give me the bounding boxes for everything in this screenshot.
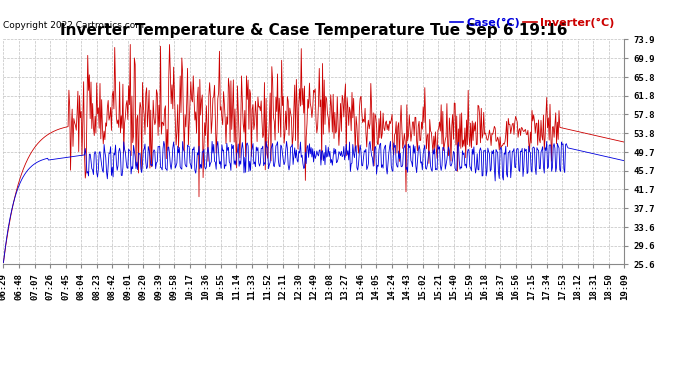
Legend: Case(°C), Inverter(°C): Case(°C), Inverter(°C)	[445, 13, 619, 32]
Title: Inverter Temperature & Case Temperature Tue Sep 6 19:16: Inverter Temperature & Case Temperature …	[60, 23, 568, 38]
Text: Copyright 2022 Cartronics.com: Copyright 2022 Cartronics.com	[3, 21, 144, 30]
